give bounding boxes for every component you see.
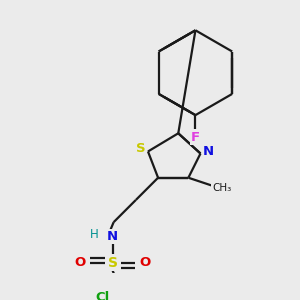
Text: S: S: [108, 256, 118, 270]
Text: O: O: [75, 256, 86, 269]
Text: Cl: Cl: [95, 291, 110, 300]
Text: F: F: [191, 131, 200, 144]
Text: O: O: [139, 256, 151, 269]
Text: N: N: [107, 230, 118, 243]
Text: N: N: [203, 145, 214, 158]
Text: CH₃: CH₃: [212, 183, 231, 193]
Text: H: H: [90, 228, 99, 241]
Text: S: S: [136, 142, 146, 155]
